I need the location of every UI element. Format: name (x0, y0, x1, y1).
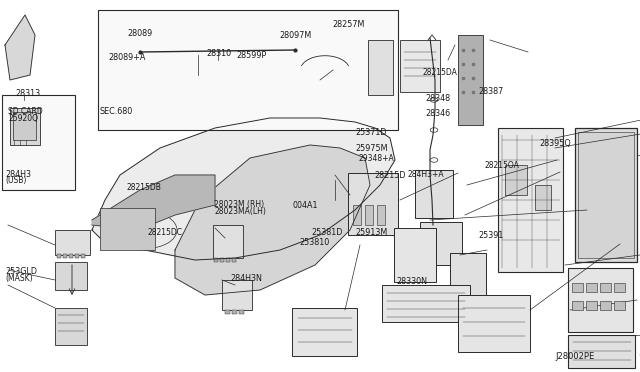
Text: 28330N: 28330N (397, 277, 428, 286)
Bar (292, 308, 357, 356)
Bar (586, 283, 597, 292)
Text: 28089: 28089 (127, 29, 152, 38)
Text: 28023M (RH): 28023M (RH) (214, 200, 264, 209)
Bar (365, 205, 373, 225)
Text: (MASK): (MASK) (5, 274, 33, 283)
Bar (614, 301, 625, 310)
Text: 28215DC: 28215DC (147, 228, 182, 237)
Bar (458, 295, 530, 352)
Bar (568, 335, 635, 368)
Text: 28599P: 28599P (237, 51, 267, 60)
Bar (222, 280, 252, 310)
Bar (572, 301, 583, 310)
Text: 28023MA(LH): 28023MA(LH) (214, 207, 266, 216)
Bar (600, 283, 611, 292)
Text: 28215D: 28215D (374, 171, 406, 180)
Bar (214, 257, 218, 262)
Bar (55, 308, 87, 345)
Text: 28348: 28348 (426, 94, 451, 103)
Bar (458, 35, 483, 125)
Polygon shape (175, 145, 370, 295)
Bar (575, 128, 637, 262)
Bar (394, 228, 436, 282)
Bar (572, 283, 583, 292)
Text: J28002PE: J28002PE (556, 352, 595, 361)
Text: 25371D: 25371D (356, 128, 387, 137)
Bar (586, 301, 597, 310)
Bar (10, 108, 40, 145)
Bar (57, 254, 61, 258)
Text: 25975M: 25975M (356, 144, 388, 153)
Text: 25920Q: 25920Q (8, 114, 38, 123)
Polygon shape (5, 15, 35, 80)
Bar (63, 254, 67, 258)
Bar (213, 225, 243, 258)
Text: 29348+A: 29348+A (358, 154, 394, 163)
Text: 25391: 25391 (479, 231, 504, 240)
Text: 284H3+A: 284H3+A (408, 170, 444, 179)
Text: 28215DB: 28215DB (127, 183, 161, 192)
Bar (13, 112, 36, 140)
Bar (232, 257, 236, 262)
Bar (535, 185, 551, 210)
Bar (600, 301, 611, 310)
Bar (368, 40, 393, 95)
Bar (55, 230, 90, 255)
Bar (498, 128, 563, 272)
Text: 28313: 28313 (15, 89, 40, 97)
Text: 28310: 28310 (207, 49, 232, 58)
Text: 25381D: 25381D (312, 228, 343, 237)
Bar (55, 262, 87, 290)
Bar (420, 222, 462, 265)
Text: 28387: 28387 (479, 87, 504, 96)
Bar (415, 170, 453, 218)
Text: 253GLD: 253GLD (5, 267, 37, 276)
Bar (578, 132, 634, 258)
Text: 28089+A: 28089+A (108, 53, 145, 62)
Polygon shape (92, 118, 395, 260)
Bar (382, 285, 470, 322)
Bar (220, 257, 224, 262)
Bar (568, 268, 633, 332)
Text: 25913M: 25913M (355, 228, 387, 237)
Bar (75, 254, 79, 258)
Bar (614, 283, 625, 292)
Polygon shape (92, 175, 215, 230)
Text: SD CARD: SD CARD (8, 107, 43, 116)
Bar (505, 165, 527, 195)
Bar (225, 310, 230, 314)
Text: 28215OA: 28215OA (484, 161, 519, 170)
Text: 004A1: 004A1 (292, 201, 318, 210)
Text: 28257M: 28257M (333, 20, 365, 29)
Bar (232, 310, 237, 314)
Bar (100, 208, 155, 250)
Bar (69, 254, 73, 258)
Bar (353, 205, 361, 225)
Text: 284H3: 284H3 (5, 170, 31, 179)
Bar (377, 205, 385, 225)
Bar (400, 40, 440, 92)
Bar (348, 173, 398, 235)
Bar (98, 10, 398, 130)
Text: SEC.680: SEC.680 (99, 107, 132, 116)
Text: 253810: 253810 (300, 238, 330, 247)
Text: 28215DA: 28215DA (422, 68, 457, 77)
Bar (226, 257, 230, 262)
Bar (239, 310, 244, 314)
Text: 28346: 28346 (426, 109, 451, 118)
Text: 284H3N: 284H3N (230, 274, 262, 283)
Text: 28097M: 28097M (279, 31, 311, 40)
Text: 28395Q: 28395Q (540, 139, 572, 148)
Bar (2, 95, 75, 190)
Text: (USB): (USB) (5, 176, 26, 185)
Bar (450, 253, 486, 296)
Bar (81, 254, 85, 258)
